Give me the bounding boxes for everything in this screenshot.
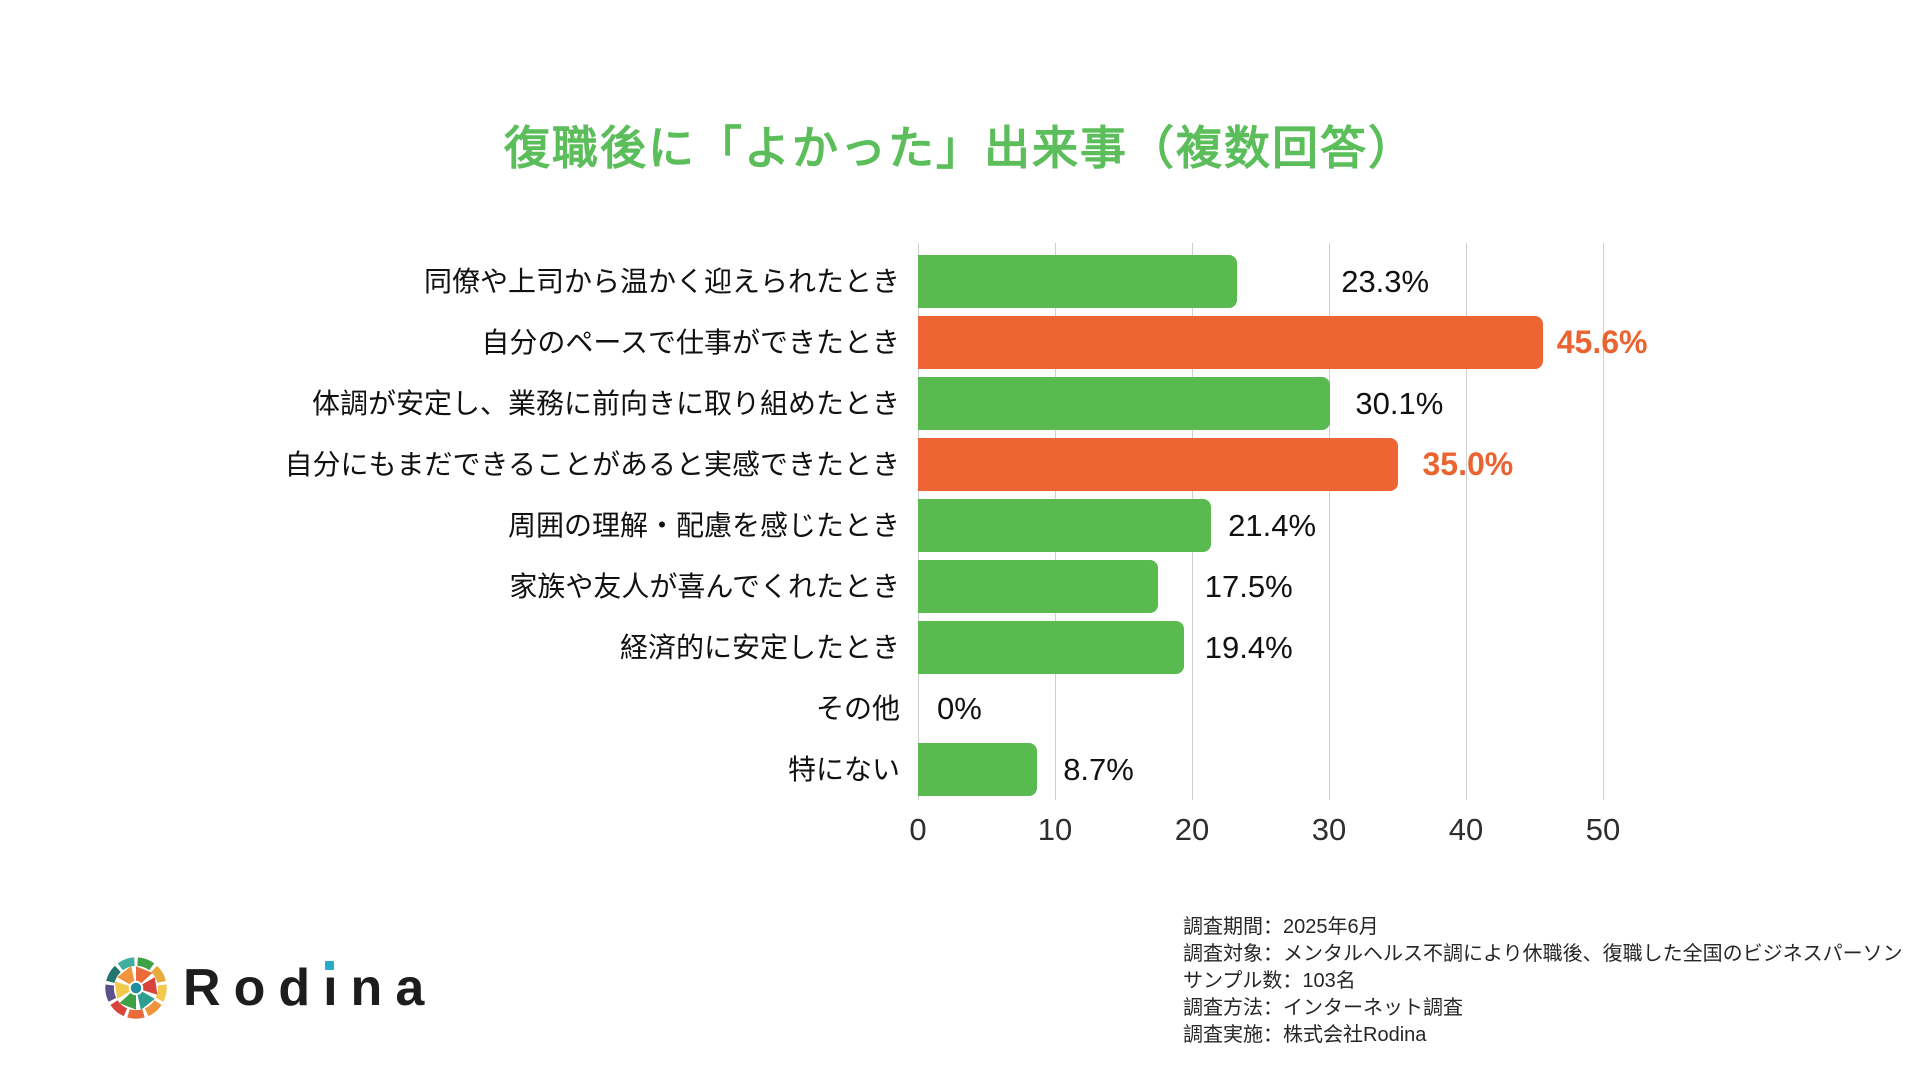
rodina-logo: Rodına — [103, 955, 437, 1021]
bar — [918, 499, 1212, 552]
category-label: 周囲の理解・配慮を感じたとき — [507, 510, 900, 541]
axis-tick-label: 50 — [1585, 812, 1621, 847]
aperture-ring-icon — [105, 957, 167, 1019]
category-label: その他 — [815, 693, 900, 724]
axis-tick-label: 30 — [1311, 812, 1347, 847]
axis-tick-label: 10 — [1037, 812, 1073, 847]
category-label: 自分のペースで仕事ができたとき — [481, 327, 900, 358]
chart-title: 復職後に「よかった」出来事（複数回答） — [504, 122, 1416, 174]
category-label: 自分にもまだできることがあると実感できたとき — [284, 449, 900, 480]
bar — [918, 255, 1238, 308]
value-label: 0% — [937, 691, 982, 726]
value-label: 23.3% — [1341, 264, 1430, 299]
value-label: 45.6% — [1556, 324, 1648, 360]
bar — [918, 560, 1158, 613]
bar — [918, 377, 1331, 430]
axis-tick-label: 40 — [1448, 812, 1484, 847]
category-label: 家族や友人が喜んでくれたとき — [509, 571, 900, 602]
gridline — [1329, 243, 1330, 800]
value-label: 17.5% — [1204, 569, 1293, 604]
axis-tick-label: 0 — [909, 812, 927, 847]
bar — [918, 621, 1184, 674]
logo-text: Rodına — [183, 959, 438, 1017]
value-label: 8.7% — [1063, 752, 1134, 787]
gridline — [1466, 243, 1467, 800]
note-company: 調査実施：株式会社Rodina — [1183, 1024, 1427, 1046]
value-label: 21.4% — [1228, 508, 1317, 543]
gridline — [1603, 243, 1604, 800]
bar-highlighted — [918, 438, 1398, 491]
category-label: 経済的に安定したとき — [619, 632, 900, 663]
survey-notes: 調査期間：2025年6月 調査対象：メンタルヘルス不調により休職後、復職した全国… — [1183, 914, 1903, 1049]
category-label: 同僚や上司から温かく迎えられたとき — [423, 266, 900, 297]
note-target: 調査対象：メンタルヘルス不調により休職後、復職した全国のビジネスパーソン — [1183, 943, 1903, 965]
note-sample: サンプル数：103名 — [1183, 970, 1356, 992]
bar — [918, 743, 1038, 796]
value-label: 35.0% — [1422, 446, 1514, 482]
category-label: 体調が安定し、業務に前向きに取り組めたとき — [311, 388, 900, 419]
axis-tick-label: 20 — [1174, 812, 1210, 847]
value-label: 19.4% — [1204, 630, 1293, 665]
note-period: 調査期間：2025年6月 — [1183, 916, 1379, 938]
bar-highlighted — [918, 316, 1543, 369]
value-label: 30.1% — [1355, 386, 1444, 421]
category-label: 特にない — [787, 754, 900, 785]
note-method: 調査方法：インターネット調査 — [1183, 997, 1463, 1019]
